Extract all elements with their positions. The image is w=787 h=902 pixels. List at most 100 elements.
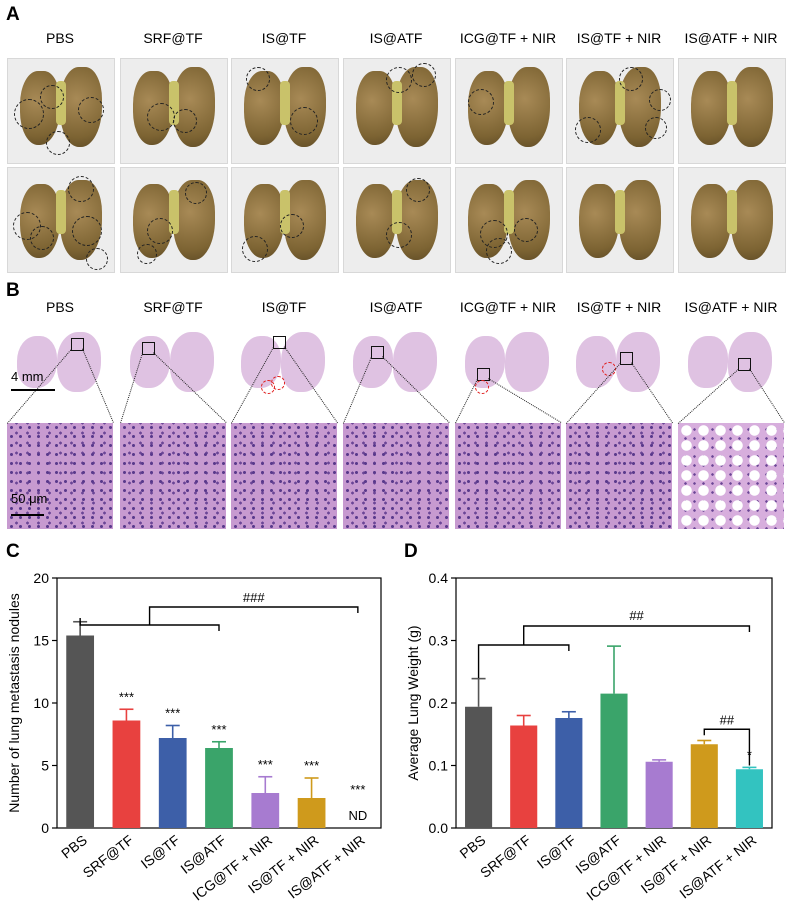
- metastasis-marker: [602, 362, 616, 376]
- lung-photo: [231, 167, 339, 273]
- group-label-a: IS@TF + NIR: [576, 30, 662, 46]
- bar: [297, 798, 326, 828]
- y-tick-label: 10: [33, 695, 49, 711]
- nodule-circle: [486, 238, 512, 264]
- histology-zoom: [7, 423, 113, 529]
- x-tick-label: IS@TF: [138, 832, 183, 872]
- group-label-a: IS@ATF + NIR: [684, 30, 778, 46]
- section-lobe: [17, 336, 57, 388]
- section-lobe: [281, 332, 325, 392]
- significance-mark: ***: [350, 782, 365, 797]
- comparison-bracket: [148, 606, 359, 625]
- group-label-b: PBS: [45, 299, 74, 315]
- lung-section-overview: [120, 322, 226, 404]
- histology-zoom: [343, 423, 449, 529]
- group-label-b: IS@ATF: [369, 299, 423, 315]
- lung-photo: [566, 58, 674, 164]
- group-label-b: IS@ATF + NIR: [684, 299, 778, 315]
- section-lobe: [353, 336, 393, 388]
- lung-lobe-right: [619, 180, 661, 260]
- lung-section-overview: [455, 322, 561, 404]
- nodule-circle: [242, 236, 268, 262]
- lung-section-overview: [678, 322, 784, 404]
- section-lobe: [505, 332, 549, 392]
- lung-photo: [120, 58, 228, 164]
- bar: [510, 725, 538, 828]
- lung-lobe-right: [731, 67, 773, 147]
- histology-zoom: [678, 423, 784, 529]
- trachea: [280, 190, 290, 234]
- zoom-box: [620, 352, 633, 365]
- y-tick-label: 15: [33, 633, 49, 649]
- significance-mark: ***: [165, 706, 180, 721]
- lung-section-overview: [343, 322, 449, 404]
- bar: [66, 635, 95, 828]
- group-label-a: IS@ATF: [369, 30, 423, 46]
- nd-label: ND: [348, 808, 367, 823]
- nodule-circle: [46, 131, 70, 155]
- trachea: [169, 190, 179, 234]
- panel-c-label: C: [6, 541, 20, 562]
- lung-photo: [566, 167, 674, 273]
- x-tick-label: ICG@TF + NIR: [189, 832, 275, 902]
- bar: [465, 706, 493, 828]
- y-tick-label: 0.4: [429, 570, 449, 586]
- lung-photo: [678, 58, 786, 164]
- section-lobe: [57, 332, 101, 392]
- nodule-circle: [645, 117, 667, 139]
- lung-section-overview: [231, 322, 337, 404]
- lung-lobe-left: [691, 184, 731, 258]
- significance-mark: ***: [258, 757, 273, 772]
- group-label-b: SRF@TF: [143, 299, 203, 315]
- chart-d: 0.0 0.1 0.2 0.3 0.4 Average Lung Weight (g) PB…: [405, 570, 773, 902]
- histology-zoom: [120, 423, 226, 529]
- x-tick-label: PBS: [456, 832, 488, 862]
- y-tick-label: 0: [41, 820, 49, 836]
- section-lobe: [393, 332, 437, 392]
- nodule-circle: [30, 226, 54, 250]
- nodule-circle: [386, 67, 412, 93]
- lung-section-overview: [566, 322, 672, 404]
- panel-b-label: B: [6, 280, 20, 301]
- zoom-scale-label: 50 μm: [11, 491, 48, 506]
- nodule-circle: [86, 248, 108, 270]
- x-tick-label: SRF@TF: [80, 832, 137, 881]
- section-lobe: [130, 336, 170, 388]
- trachea: [504, 190, 514, 234]
- y-tick-label: 0.3: [429, 633, 449, 649]
- x-tick-label: SRF@TF: [477, 832, 534, 881]
- significance-mark: ***: [304, 758, 319, 773]
- comparison-bracket: [523, 625, 751, 645]
- lung-lobe-left: [356, 184, 396, 258]
- lung-photo: [7, 58, 115, 164]
- bar: [600, 693, 628, 828]
- chart-c: 0 5 10 15 20 Number of lung metastasis nodule…: [6, 570, 382, 902]
- nodule-circle: [78, 97, 104, 123]
- nodule-circle: [137, 244, 157, 264]
- lung-lobe-left: [579, 184, 619, 258]
- lung-photo: [120, 167, 228, 273]
- overview-scale-bar: [11, 389, 55, 391]
- trachea: [392, 190, 402, 234]
- nodule-circle: [147, 103, 175, 131]
- metastasis-marker: [271, 376, 285, 390]
- bar: [735, 769, 763, 828]
- section-lobe: [465, 336, 505, 388]
- bar: [645, 761, 673, 828]
- y-tick-label: 0.2: [429, 695, 449, 711]
- nodule-circle: [649, 89, 671, 111]
- y-tick-label: 0.1: [429, 758, 449, 774]
- trachea: [169, 81, 179, 125]
- nodule-circle: [147, 218, 173, 244]
- group-label-a: IS@TF: [261, 30, 307, 46]
- nodule-circle: [468, 89, 494, 115]
- nodule-circle: [185, 182, 207, 204]
- bracket-label: ###: [243, 590, 265, 605]
- zoom-box: [371, 346, 384, 359]
- zoom-box: [142, 342, 155, 355]
- zoom-scale-bar: [11, 514, 44, 516]
- section-lobe: [170, 332, 214, 392]
- bar: [205, 748, 233, 828]
- significance-mark: ***: [119, 689, 134, 704]
- trachea: [727, 190, 737, 234]
